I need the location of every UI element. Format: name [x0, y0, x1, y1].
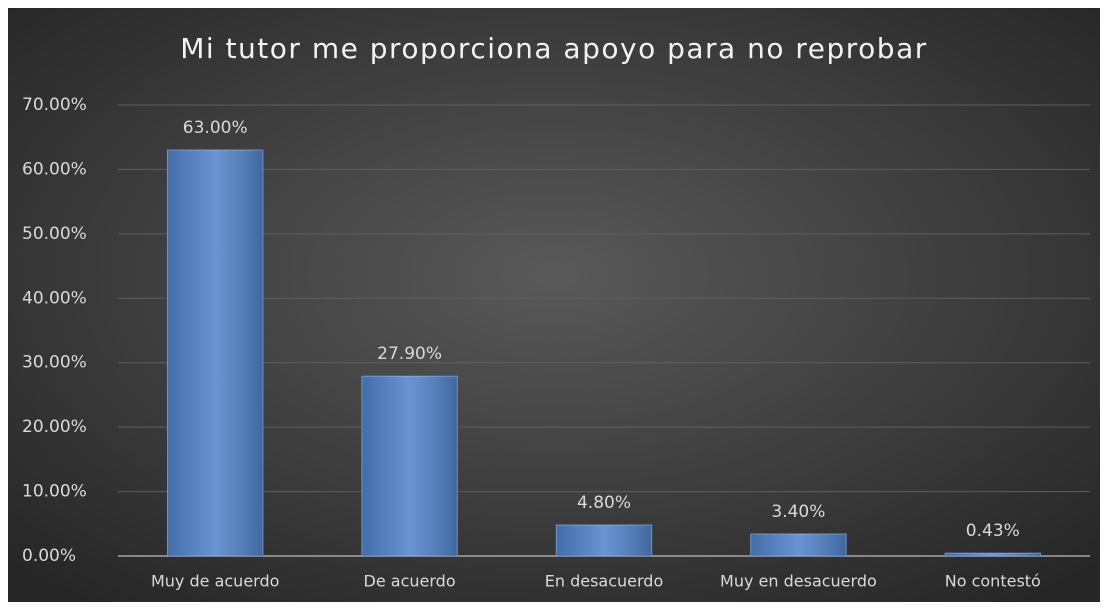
x-tick-label: Muy de acuerdo	[151, 572, 279, 591]
x-tick-label: En desacuerdo	[545, 572, 664, 591]
bar-shine	[750, 534, 847, 556]
value-label: 4.80%	[577, 493, 631, 513]
value-label: 63.00%	[183, 118, 248, 138]
y-tick-label: 40.00%	[22, 288, 87, 308]
x-tick-label: No contestó	[945, 572, 1041, 591]
y-tick-label: 20.00%	[22, 417, 87, 437]
y-tick-label: 50.00%	[22, 224, 87, 244]
y-tick-label: 70.00%	[22, 95, 87, 115]
bar-shine	[361, 376, 458, 556]
bar-shine	[556, 525, 652, 556]
x-tick-label: De acuerdo	[364, 572, 456, 591]
y-tick-label: 0.00%	[22, 546, 76, 566]
y-tick-label: 30.00%	[22, 353, 87, 373]
bar-shine	[167, 150, 263, 556]
y-tick-label: 10.00%	[22, 482, 87, 502]
value-label: 27.90%	[377, 344, 442, 364]
chart-title: Mi tutor me proporciona apoyo para no re…	[180, 32, 928, 65]
value-label: 3.40%	[771, 502, 825, 522]
x-tick-label: Muy en desacuerdo	[720, 572, 877, 591]
value-label: 0.43%	[966, 521, 1020, 541]
y-tick-label: 60.00%	[22, 159, 87, 179]
bar-shine	[945, 553, 1041, 556]
